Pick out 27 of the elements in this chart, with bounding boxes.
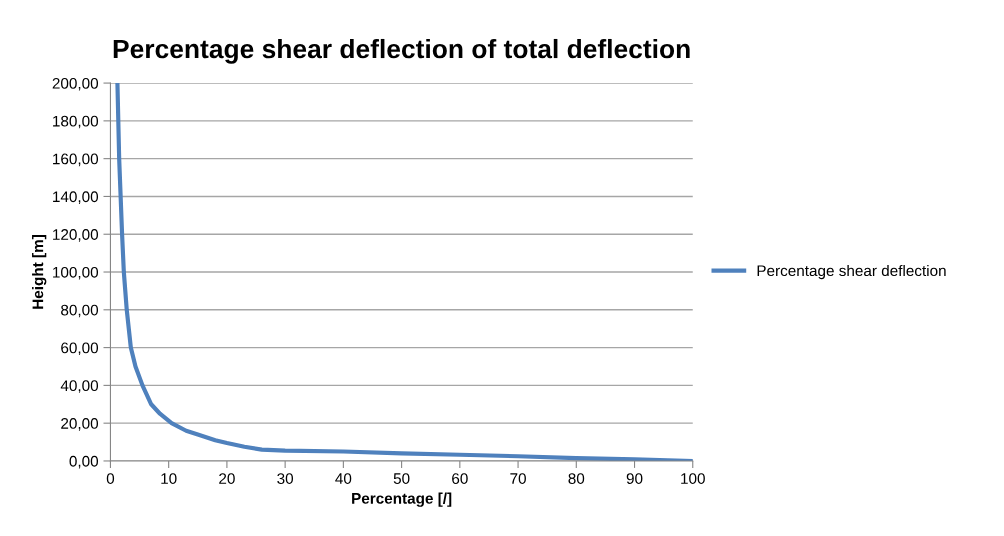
y-tick-label: 200,00 [52,77,99,91]
x-tick-label: 20 [219,473,235,484]
chart-title: Percentage shear deflection of total deflection [113,38,690,64]
y-tick-label: 120,00 [53,229,99,242]
y-tick-label: 140,00 [53,191,99,204]
x-tick-label: 10 [161,473,177,484]
x-tick-label: 50 [393,473,410,484]
x-tick-label: 100 [681,473,705,484]
x-tick-label: 30 [277,473,294,484]
y-axis-title: Height [m] [32,235,47,309]
y-tick-label: 100,00 [53,266,99,280]
x-axis-title: Percentage [/] [352,492,452,507]
legend-label: Percentage shear deflection [757,264,946,280]
y-tick-label: 40,00 [60,380,99,393]
x-tick-label: 80 [568,473,585,484]
x-tick-label: 60 [452,473,468,484]
y-tick-label: 0,00 [69,455,99,469]
x-tick-label: 40 [335,473,352,484]
y-tick-label: 180,00 [53,115,99,129]
line-series [115,83,693,461]
x-tick-label: 70 [510,473,526,484]
x-tick-label: 0 [106,473,115,484]
y-tick-label: 20,00 [61,418,99,431]
y-tick-label: 60,00 [61,342,99,356]
y-tick-label: 160,00 [53,153,99,167]
y-tick-label: 80,00 [61,304,99,318]
x-tick-label: 90 [626,473,643,484]
